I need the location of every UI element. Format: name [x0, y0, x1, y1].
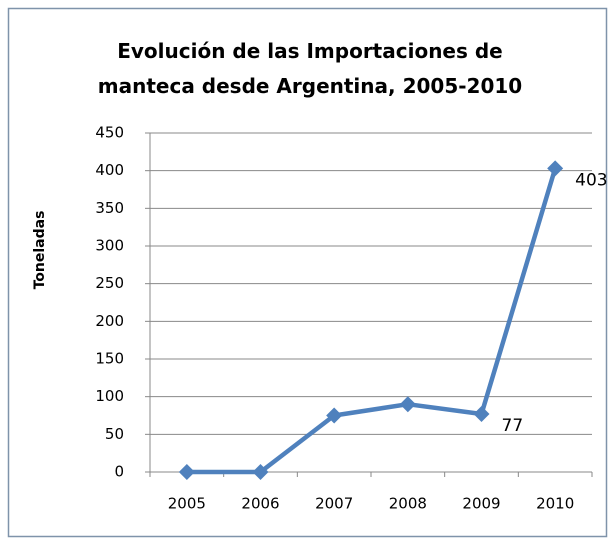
data-point — [326, 407, 343, 424]
chart-border — [7, 7, 608, 538]
chart-title: Evolución de las Importaciones de mantec… — [97, 39, 523, 98]
x-tick-label: 2005 — [168, 495, 206, 513]
x-tick-label: 2007 — [315, 495, 353, 513]
data-label: 77 — [502, 416, 524, 436]
x-tick-label: 2008 — [389, 495, 427, 513]
y-axis-label: Toneladas — [32, 211, 48, 290]
y-tick-label: 400 — [95, 161, 124, 179]
y-tick-label: 100 — [95, 387, 124, 405]
y-tick-label: 200 — [95, 312, 124, 330]
y-tick-label: 0 — [114, 463, 124, 481]
data-point — [547, 160, 564, 177]
data-point — [399, 396, 416, 413]
x-tick-label: 2006 — [241, 495, 279, 513]
data-point — [473, 405, 490, 422]
y-tick-label: 450 — [95, 124, 124, 142]
x-tick-label: 2010 — [536, 495, 574, 513]
y-tick-label: 300 — [95, 237, 124, 255]
data-label: 403 — [575, 170, 607, 190]
data-point — [178, 464, 195, 480]
series-line — [186, 167, 558, 475]
data-point — [252, 464, 269, 480]
x-tick-label: 2009 — [462, 495, 500, 513]
y-tick-label: 350 — [95, 199, 124, 217]
y-tick-label: 150 — [95, 350, 124, 368]
y-tick-label: 250 — [95, 274, 124, 292]
y-tick-label: 50 — [105, 425, 124, 443]
